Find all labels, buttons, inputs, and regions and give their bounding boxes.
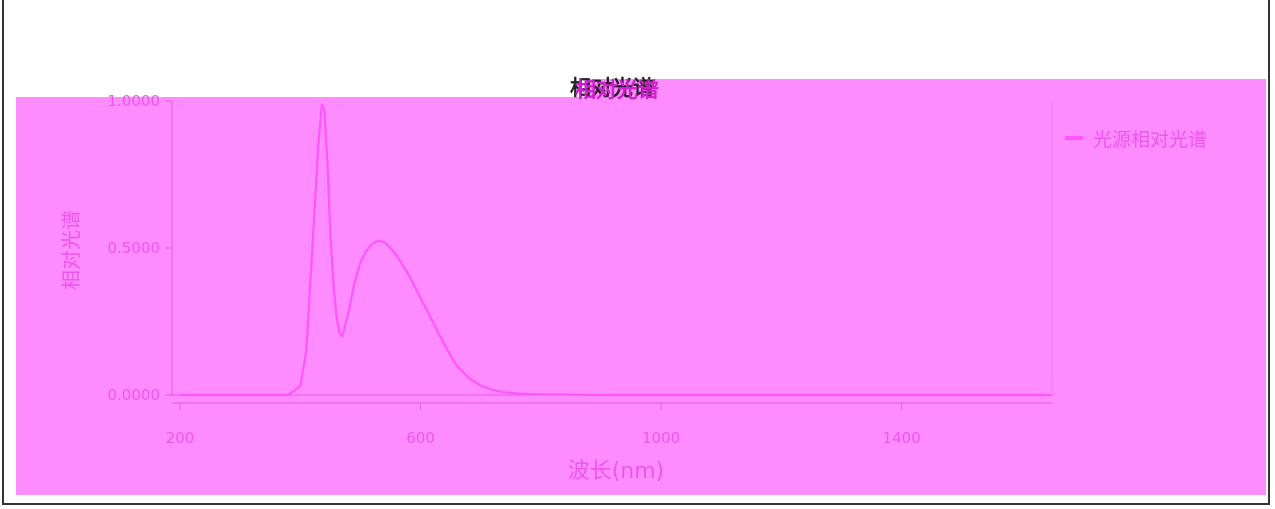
y-tick-label: 0.5000 [108,239,161,257]
legend-label: 光源相对光谱 [1093,129,1207,151]
magenta-overlay-top [589,79,1266,99]
magenta-overlay [16,97,1266,495]
x-tick-label: 600 [406,429,435,447]
x-tick-label: 1000 [642,429,680,447]
legend-swatch [1065,136,1083,140]
legend: 光源相对光谱 [1065,129,1207,151]
x-tick-label: 200 [166,429,195,447]
chart-title: 相对光谱 [575,78,659,102]
y-tick-label: 1.0000 [108,92,161,110]
x-axis-title: 波长(nm) [568,459,665,484]
y-tick-label: 0.0000 [108,386,161,404]
chart: 相对光谱 相对光谱 200 600 1000 1400 0.0000 0.5000 1.00… [16,76,1266,495]
series-line [180,103,1052,397]
x-tick-label: 1400 [883,429,921,447]
chart-title-shadow: 相对光谱 [570,76,654,100]
ticks: 200 600 1000 1400 0.0000 0.5000 1.0000 [108,92,921,447]
y-axis-title: 相对光谱 [59,210,83,290]
